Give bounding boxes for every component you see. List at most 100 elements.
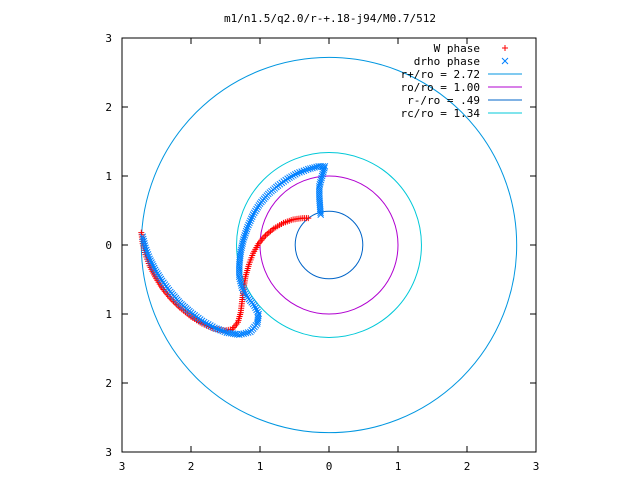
point-series xyxy=(138,162,329,339)
legend-marker-x xyxy=(501,57,509,65)
x-tick-label: 1 xyxy=(257,460,264,473)
drho-phase-point xyxy=(237,246,245,254)
drho-phase-point xyxy=(284,175,291,183)
drho-phase-point xyxy=(242,229,249,237)
y-tick-label: 3 xyxy=(105,446,112,459)
drho-phase-point xyxy=(148,259,155,266)
y-tick-label: 2 xyxy=(105,101,112,114)
drho-phase-point xyxy=(200,318,208,326)
y-tick-label: 1 xyxy=(105,308,112,321)
drho-phase-point xyxy=(240,234,248,241)
drho-phase-point xyxy=(319,170,327,178)
drho-phase-point xyxy=(304,165,312,173)
drho-phase-point xyxy=(149,262,157,270)
drho-phase-point xyxy=(142,246,150,254)
circle-r xyxy=(294,210,364,280)
drho-phase-point xyxy=(317,178,324,186)
drho-phase-point xyxy=(144,251,152,258)
drho-phase-point xyxy=(319,168,327,176)
drho-phase-point xyxy=(296,169,303,176)
x-tick-label: 2 xyxy=(464,460,471,473)
drho-phase-point xyxy=(318,172,326,180)
legend-marker-plus xyxy=(502,45,508,51)
drho-phase-point xyxy=(244,329,252,336)
circle-r xyxy=(140,56,518,434)
drho-phase-point xyxy=(290,172,297,179)
x-tick-label: 2 xyxy=(188,460,195,473)
drho-phase-point xyxy=(307,165,314,172)
drho-phase-point xyxy=(248,213,256,221)
drho-phase-point xyxy=(243,225,251,233)
drho-phase-point xyxy=(237,248,245,256)
series-w-phase xyxy=(138,215,312,334)
drho-phase-point xyxy=(206,322,214,329)
drho-phase-point xyxy=(321,162,329,170)
x-tick-label: 3 xyxy=(119,460,126,473)
drho-phase-point xyxy=(215,326,222,333)
drho-phase-point xyxy=(317,211,325,218)
drho-phase-point xyxy=(149,260,156,268)
drho-phase-point xyxy=(238,242,246,250)
drho-phase-point xyxy=(239,238,247,245)
drho-phase-point xyxy=(239,240,246,247)
drho-phase-point xyxy=(242,227,250,235)
drho-phase-point xyxy=(221,328,229,336)
legend-label: W phase xyxy=(434,42,480,55)
x-tick-label: 3 xyxy=(533,460,540,473)
drho-phase-point xyxy=(198,317,206,325)
drho-phase-point xyxy=(241,231,249,239)
drho-phase-point xyxy=(254,308,261,316)
drho-phase-point xyxy=(217,326,225,334)
y-tick-label: 1 xyxy=(105,170,112,183)
drho-phase-point xyxy=(242,290,249,297)
drho-phase-point xyxy=(145,253,153,260)
drho-phase-point xyxy=(244,294,251,301)
drho-phase-point xyxy=(302,166,310,174)
drho-phase-point xyxy=(317,176,325,184)
w-phase-point xyxy=(305,215,312,222)
drho-phase-point xyxy=(146,255,153,263)
drho-phase-point xyxy=(291,170,299,178)
drho-phase-point xyxy=(246,219,253,227)
drho-phase-point xyxy=(239,286,247,294)
legend-label: r+/ro = 2.72 xyxy=(401,68,480,81)
x-tick-label: 1 xyxy=(395,460,402,473)
drho-phase-point xyxy=(219,327,227,335)
drho-phase-point xyxy=(240,236,247,243)
drho-phase-point xyxy=(311,164,318,171)
legend-label: drho phase xyxy=(414,55,480,68)
legend-label: rc/ro = 1.34 xyxy=(401,107,481,120)
drho-phase-point xyxy=(243,292,250,299)
drho-phase-point xyxy=(211,324,218,332)
drho-phase-point xyxy=(255,310,262,318)
drho-phase-point xyxy=(298,168,306,175)
series-drho-phase xyxy=(139,162,329,339)
drho-phase-point xyxy=(240,288,248,295)
legend-label: r-/ro = .49 xyxy=(407,94,480,107)
drho-phase-point xyxy=(288,173,295,180)
drho-phase-point xyxy=(204,320,212,328)
drho-phase-point xyxy=(247,215,255,223)
circle-ro xyxy=(259,175,399,315)
drho-phase-point xyxy=(245,221,252,229)
drho-phase-point xyxy=(253,306,260,314)
drho-phase-point xyxy=(317,209,324,217)
circle-rc xyxy=(236,152,422,338)
drho-phase-point xyxy=(213,325,220,332)
drho-phase-point xyxy=(147,257,154,264)
y-tick-label: 3 xyxy=(105,32,112,45)
drho-phase-point xyxy=(142,244,149,252)
drho-phase-point xyxy=(150,264,158,272)
drho-phase-point xyxy=(320,166,328,174)
drho-phase-point xyxy=(141,242,149,249)
drho-phase-point xyxy=(202,319,210,327)
drho-phase-point xyxy=(246,217,254,225)
x-tick-label: 0 xyxy=(326,460,333,473)
drho-phase-point xyxy=(318,174,325,182)
y-tick-label: 0 xyxy=(105,239,112,252)
chart-title: m1/n1.5/q2.0/r-+.18-j94/M0.7/512 xyxy=(224,12,436,25)
drho-phase-point xyxy=(252,304,259,312)
drho-phase-point xyxy=(238,244,245,252)
